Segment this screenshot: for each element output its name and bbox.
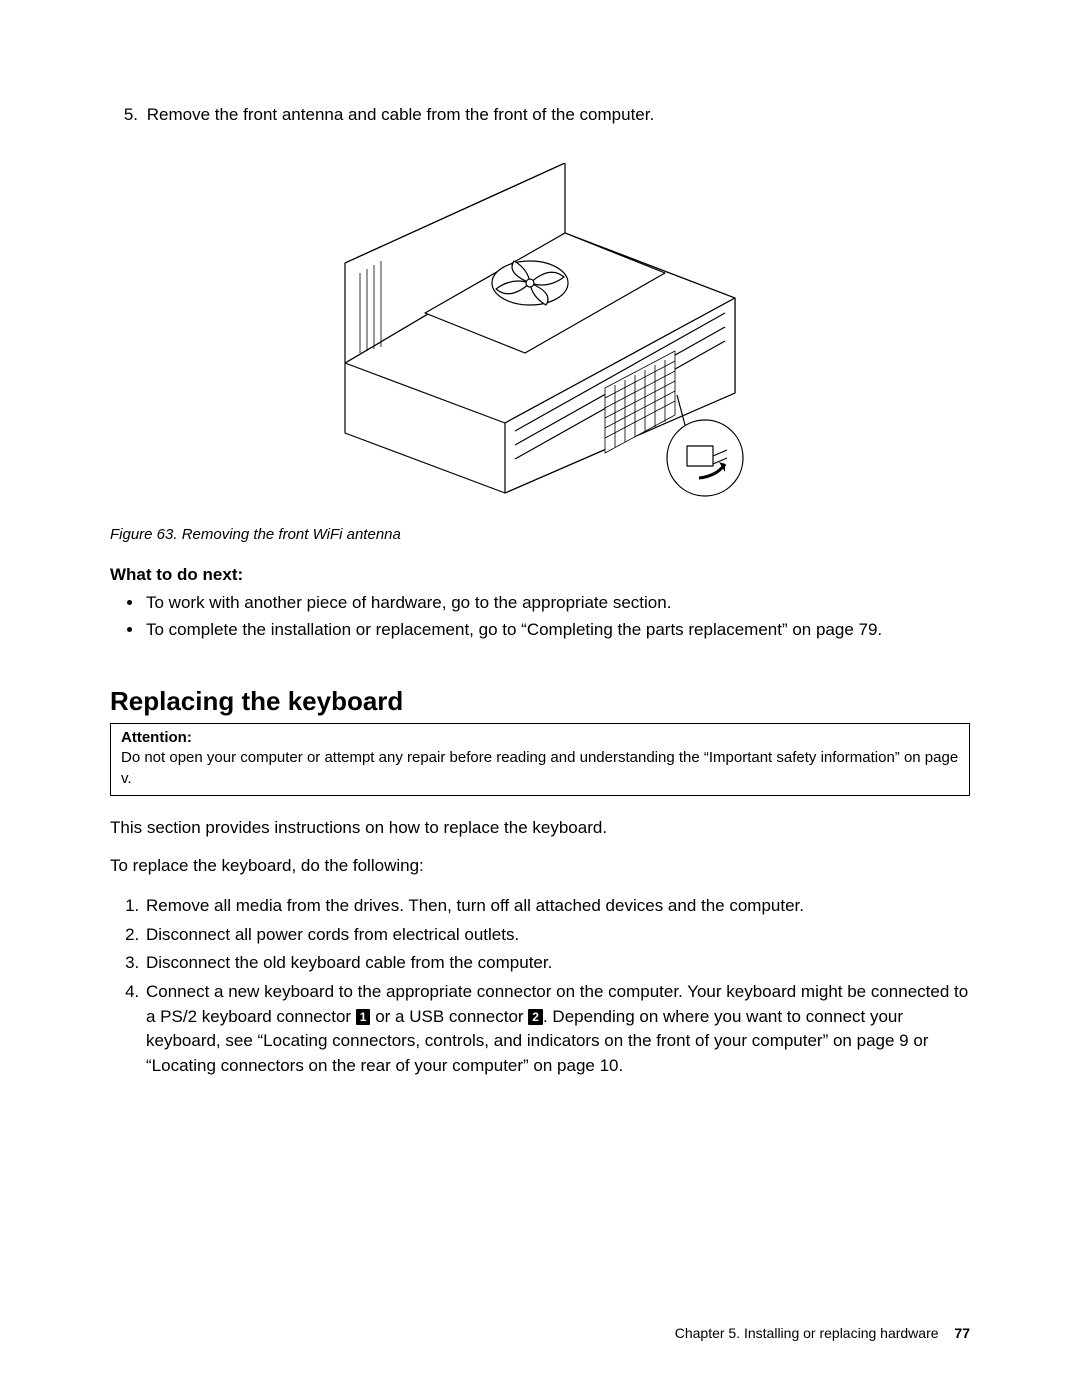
replace-keyboard-steps: Remove all media from the drives. Then, … xyxy=(144,894,970,1078)
step-4-text-b: or a USB connector xyxy=(370,1007,528,1026)
page: 5. Remove the front antenna and cable fr… xyxy=(0,0,1080,1397)
step-1: Remove all media from the drives. Then, … xyxy=(144,894,970,919)
attention-box: Attention: Do not open your computer or … xyxy=(110,723,970,796)
attention-label: Attention: xyxy=(121,729,192,746)
section-heading-replacing-keyboard: Replacing the keyboard xyxy=(110,686,970,717)
what-next-item-2: To complete the installation or replacem… xyxy=(144,618,970,643)
intro-paragraph-1: This section provides instructions on ho… xyxy=(110,818,970,838)
footer-chapter: Chapter 5. Installing or replacing hardw… xyxy=(675,1325,939,1341)
step-5-number: 5. xyxy=(110,104,138,127)
attention-text: Do not open your computer or attempt any… xyxy=(121,749,958,786)
step-2: Disconnect all power cords from electric… xyxy=(144,923,970,948)
intro-paragraph-2: To replace the keyboard, do the followin… xyxy=(110,856,970,876)
step-4: Connect a new keyboard to the appropriat… xyxy=(144,980,970,1079)
step-3: Disconnect the old keyboard cable from t… xyxy=(144,951,970,976)
figure-63-caption: Figure 63. Removing the front WiFi anten… xyxy=(110,526,970,543)
footer-page-number: 77 xyxy=(954,1325,970,1341)
what-next-list: To work with another piece of hardware, … xyxy=(144,591,970,642)
step-5: 5. Remove the front antenna and cable fr… xyxy=(110,104,970,127)
callout-2-icon: 2 xyxy=(528,1009,543,1025)
callout-1-icon: 1 xyxy=(356,1009,371,1025)
page-footer: Chapter 5. Installing or replacing hardw… xyxy=(675,1325,970,1341)
figure-63 xyxy=(110,163,970,508)
what-next-item-1: To work with another piece of hardware, … xyxy=(144,591,970,616)
computer-chassis-illustration xyxy=(305,163,775,508)
step-5-text: Remove the front antenna and cable from … xyxy=(147,105,654,124)
what-to-do-next-heading: What to do next: xyxy=(110,565,970,585)
